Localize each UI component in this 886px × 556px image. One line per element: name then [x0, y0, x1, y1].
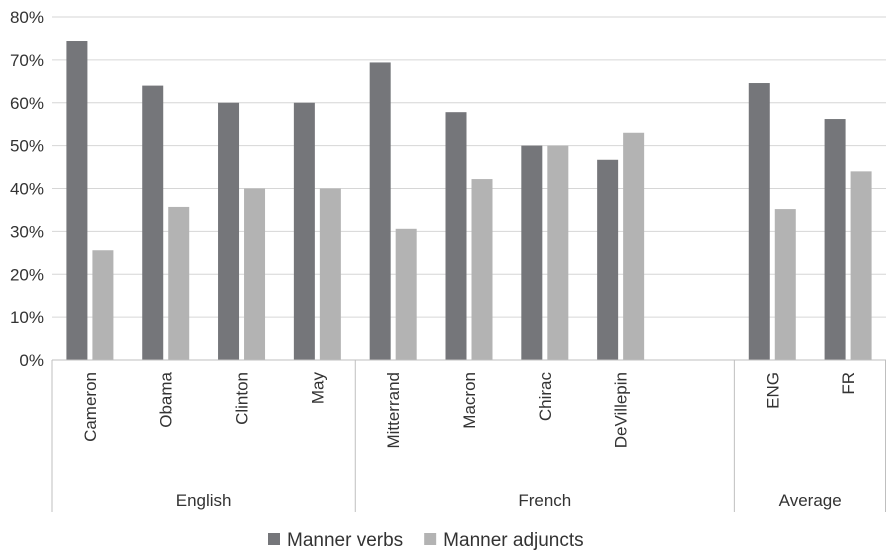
bar-manner-adjuncts: [244, 188, 266, 360]
bar-manner-adjuncts: [395, 228, 417, 360]
bar-manner-verbs: [748, 83, 770, 360]
bars: [66, 41, 872, 361]
y-axis: 0% 10% 20% 30% 40% 50% 60% 70% 80%: [10, 8, 44, 370]
y-tick-label: 0%: [19, 351, 44, 370]
bar-manner-verbs: [597, 159, 619, 360]
category-label: Obama: [157, 371, 176, 427]
y-tick-label: 40%: [10, 180, 44, 199]
bar-manner-adjuncts: [850, 171, 872, 360]
group-label: English: [176, 491, 232, 510]
y-tick-label: 10%: [10, 308, 44, 327]
category-label: May: [308, 372, 327, 405]
y-tick-label: 70%: [10, 51, 44, 70]
gridlines: [52, 16, 886, 361]
bar-manner-verbs: [824, 119, 846, 360]
category-label: Macron: [460, 372, 479, 429]
y-tick-label: 50%: [10, 137, 44, 156]
bar-manner-adjuncts: [319, 188, 341, 360]
bar-manner-adjuncts: [774, 209, 796, 360]
category-label: Clinton: [233, 372, 252, 425]
legend-label: Manner verbs: [287, 530, 403, 551]
category-label: Cameron: [81, 372, 100, 442]
group-label: Average: [779, 491, 842, 510]
bar-manner-adjuncts: [547, 145, 569, 360]
category-label: DeVillepin: [612, 372, 631, 448]
bar-manner-verbs: [142, 85, 164, 360]
legend: Manner verbs Manner adjuncts: [268, 530, 584, 551]
group-label: French: [518, 491, 571, 510]
category-label: ENG: [763, 372, 782, 409]
category-label: Mitterrand: [384, 372, 403, 449]
bar-manner-verbs: [369, 62, 391, 360]
category-label: FR: [839, 372, 858, 395]
legend-label: Manner adjuncts: [443, 530, 583, 551]
y-tick-label: 60%: [10, 94, 44, 113]
bar-manner-verbs: [218, 102, 240, 360]
y-tick-label: 80%: [10, 8, 44, 27]
bar-manner-adjuncts: [623, 132, 645, 360]
legend-swatch: [424, 533, 437, 545]
bar-manner-adjuncts: [168, 206, 190, 360]
x-axis: Cameron Obama Clinton May Mitterrand Macron Ch…: [51, 359, 886, 512]
bar-manner-verbs: [521, 145, 543, 360]
bar-manner-adjuncts: [471, 179, 493, 360]
legend-swatch: [268, 533, 280, 545]
bar-manner-adjuncts: [92, 250, 114, 360]
bar-manner-verbs: [293, 102, 315, 360]
y-tick-label: 20%: [10, 265, 44, 284]
y-tick-label: 30%: [10, 222, 44, 241]
bar-manner-verbs: [66, 41, 88, 360]
category-label: Chirac: [536, 372, 555, 422]
bar-manner-verbs: [445, 112, 467, 361]
